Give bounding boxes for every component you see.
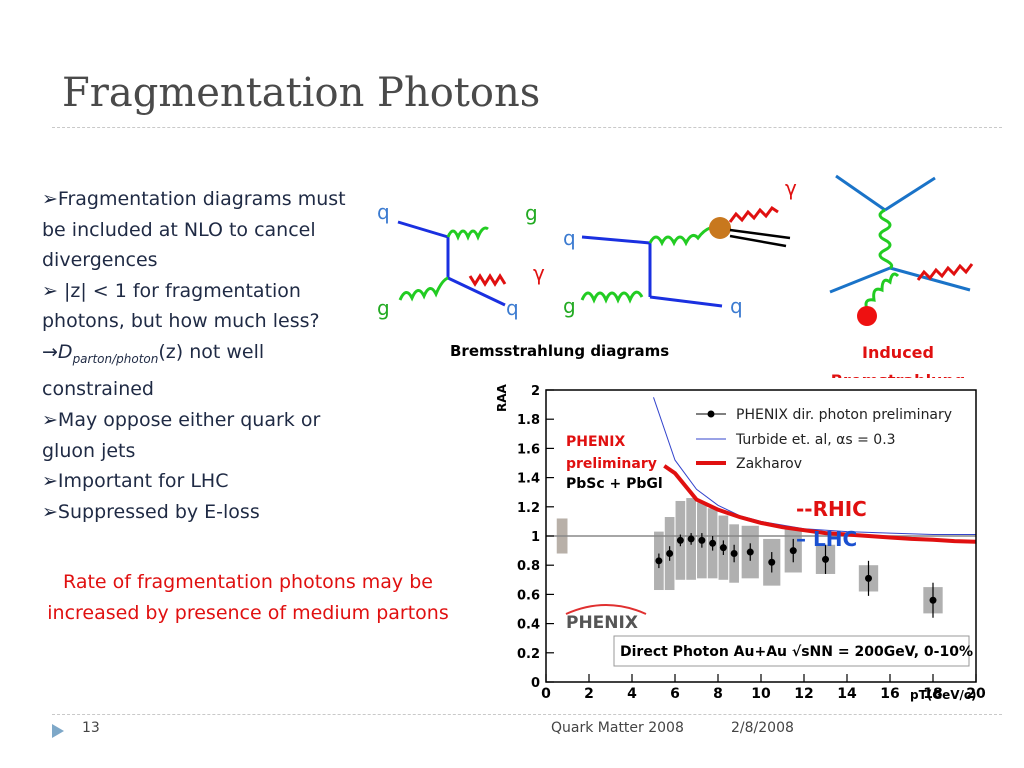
raa-chart: 0 2 4 6 8 10 12 14 16 18 20 0 0.2 0.4 0.6 0.8 1 1.2 1.4 1.6… — [496, 378, 986, 708]
data-point — [822, 555, 829, 563]
y-tick-label: 1.8 — [517, 413, 540, 428]
data-point — [789, 547, 797, 555]
legend-turbide: Turbide et. al, αs = 0.3 — [735, 432, 896, 448]
x-tick-label: 2 — [584, 686, 594, 702]
footer-divider — [52, 714, 1002, 715]
x-tick-label: 16 — [880, 686, 899, 702]
preliminary-label: preliminary — [566, 456, 657, 472]
x-tick-label: 0 — [541, 686, 551, 702]
x-tick-label: 18 — [923, 686, 942, 702]
data-point — [698, 536, 706, 544]
callout-text: Rate of fragmentation photons may be inc… — [47, 571, 449, 624]
bullet-arrow-icon: ➢ — [42, 470, 58, 493]
bullet-arrow-icon: ➢ — [42, 279, 58, 302]
title-divider — [52, 127, 1002, 128]
quark-label: q — [506, 296, 519, 320]
x-axis-label: pT(GeV/c) — [910, 688, 977, 702]
data-point — [676, 536, 684, 544]
phenix-label: PHENIX — [566, 434, 625, 450]
footer-date: 2/8/2008 — [731, 720, 794, 736]
photon-label: γ — [785, 176, 797, 200]
data-point — [865, 574, 872, 582]
page-number: 13 — [82, 720, 100, 736]
y-tick-label: 2 — [531, 384, 540, 399]
bullet-arrow-icon: ➢ — [42, 188, 58, 210]
x-tick-label: 10 — [751, 686, 771, 702]
rhic-label: --RHIC — [796, 497, 867, 521]
x-tick-label: 20 — [966, 686, 986, 702]
feynman-diagram-3 — [829, 174, 974, 326]
quark-label: q — [730, 294, 743, 318]
data-point — [929, 596, 937, 604]
y-tick-label: 0.4 — [517, 618, 540, 633]
chart-legend: PHENIX dir. photon preliminary Turbide e… — [696, 407, 952, 472]
gluon-label: g — [377, 296, 390, 320]
bullet-arrow-icon: ➢ — [42, 408, 58, 431]
bullet-item: ➢Suppressed by E-loss — [42, 500, 260, 523]
quark-label: q — [377, 200, 390, 224]
fragmentation-blob — [709, 217, 731, 239]
detector-label: PbSc + PbGl — [566, 476, 663, 492]
x-tick-label: 14 — [837, 686, 857, 702]
y-tick-label: 1.6 — [517, 442, 540, 457]
bullet-item: ➢Fragmentation diagrams must be included… — [42, 188, 346, 272]
series-line-zakharov — [663, 464, 977, 544]
info-box — [613, 635, 970, 667]
data-point — [746, 548, 754, 556]
y-tick-label: 0.6 — [517, 588, 540, 603]
legend-phenix: PHENIX dir. photon preliminary — [736, 407, 952, 423]
gluon-label: g — [563, 294, 576, 318]
x-tick-label: 6 — [670, 686, 680, 702]
slide-title: Fragmentation Photons — [62, 70, 541, 116]
x-tick-label: 12 — [794, 686, 813, 702]
data-point — [730, 550, 738, 558]
y-tick-label: 1.2 — [517, 501, 540, 516]
svg-text:PHENIX: PHENIX — [566, 613, 638, 633]
right-arrow-icon: → — [42, 340, 58, 363]
feynman-diagram-2: q g q γ — [563, 176, 797, 318]
x-tick-label: 4 — [627, 686, 637, 702]
slide-nav-icon — [52, 724, 64, 738]
lhc-label: – LHC — [796, 527, 857, 551]
feynman-diagram-1: q g γ g q — [377, 200, 545, 320]
data-point — [655, 557, 663, 565]
feynman-diagrams: q g γ g q q g q γ — [377, 174, 974, 326]
photon-label: γ — [533, 261, 545, 285]
y-axis-label: RAA — [496, 383, 509, 412]
bullet-list: ➢Fragmentation diagrams must be included… — [42, 184, 372, 527]
bullet-item: ➢ |z| < 1 for fragmentation photons, but… — [42, 279, 320, 333]
data-point — [687, 535, 695, 543]
bullet-item: →Dparton/photon(z) not well constrained — [42, 340, 265, 401]
footer-event: Quark Matter 2008 — [551, 720, 684, 736]
gluon-label: g — [525, 201, 538, 225]
y-tick-label: 0 — [531, 676, 540, 691]
data-point — [709, 539, 717, 547]
bullet-item: ➢Important for LHC — [42, 470, 229, 493]
y-tick-label: 0.2 — [517, 647, 540, 662]
x-tick-label: 8 — [713, 686, 723, 702]
bullet-arrow-icon: ➢ — [42, 500, 58, 523]
data-point — [768, 558, 776, 566]
diagram-caption: Bremsstrahlung diagrams — [450, 342, 670, 360]
info-box-text: Direct Photon Au+Au √sNN = 200GeV, 0-10% — [620, 644, 973, 660]
quark-label: q — [563, 226, 576, 250]
phenix-logo: PHENIX — [565, 604, 647, 633]
medium-parton-dot — [857, 306, 877, 326]
y-tick-label: 1.4 — [517, 472, 540, 487]
y-tick-label: 0.8 — [517, 559, 540, 574]
y-tick-label: 1 — [531, 530, 540, 545]
data-point — [666, 550, 674, 558]
data-point — [719, 544, 727, 552]
legend-zakharov: Zakharov — [736, 456, 802, 472]
bullet-item: ➢May oppose either quark or gluon jets — [42, 408, 321, 462]
